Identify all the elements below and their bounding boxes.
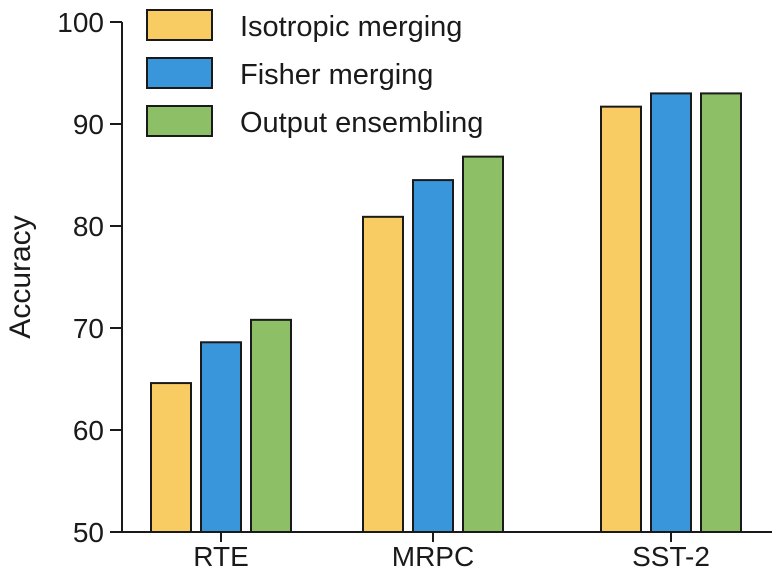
- legend-swatch: [146, 105, 213, 137]
- legend-label: Isotropic merging: [240, 11, 462, 43]
- bar-rte-fisher-merging: [200, 341, 242, 533]
- y-tick-label: 50: [73, 517, 104, 548]
- y-tick-label: 60: [73, 415, 104, 446]
- legend-label: Fisher merging: [240, 59, 433, 91]
- x-category-label: SST-2: [632, 541, 710, 570]
- legend-swatch: [146, 9, 213, 41]
- x-category-label: MRPC: [392, 541, 474, 570]
- bar-sst2-isotropic-merging: [600, 105, 642, 533]
- y-tick-label: 80: [73, 211, 104, 242]
- legend-swatch: [146, 57, 213, 89]
- bar-mrpc-fisher-merging: [412, 179, 454, 533]
- bar-mrpc-output-ensembling: [462, 155, 504, 533]
- legend: Isotropic merging Fisher merging Output en…: [146, 9, 483, 139]
- bar-mrpc-isotropic-merging: [362, 215, 404, 533]
- y-tick-label: 90: [73, 109, 104, 140]
- bar-sst2-output-ensembling: [700, 92, 742, 534]
- y-tick-label: 70: [73, 313, 104, 344]
- legend-label: Output ensembling: [240, 107, 483, 139]
- y-tick-label: 100: [57, 7, 104, 38]
- bar-sst2-fisher-merging: [650, 92, 692, 534]
- bar-rte-isotropic-merging: [150, 382, 192, 533]
- y-axis-title: Accuracy: [4, 215, 37, 338]
- bar-rte-output-ensembling: [250, 318, 292, 533]
- x-category-label: RTE: [193, 541, 249, 570]
